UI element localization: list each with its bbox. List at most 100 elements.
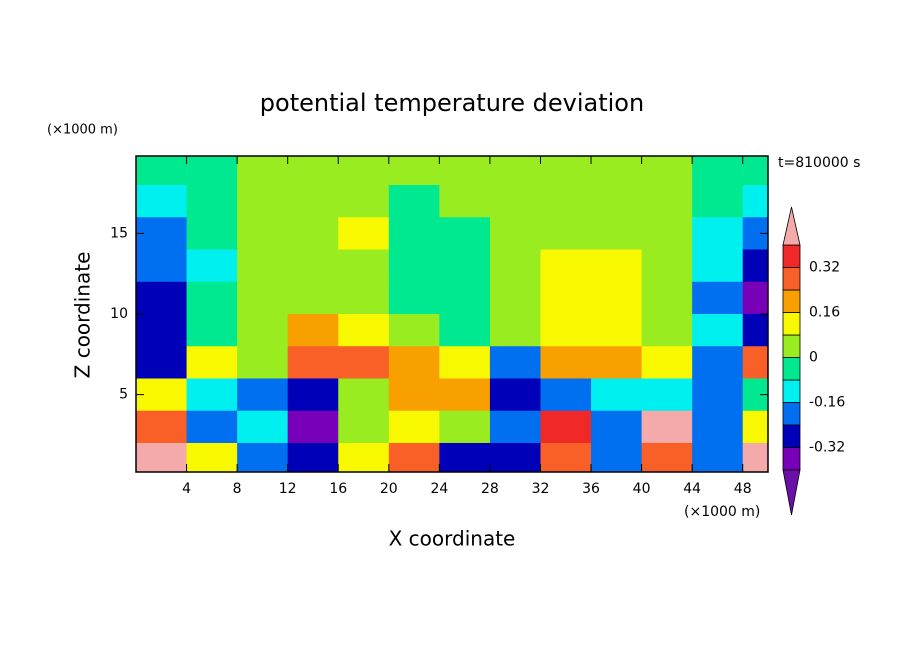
contour-cell [287,185,339,218]
colorbar-tick-label: 0 [809,350,818,366]
contour-cell [237,346,289,379]
contour-cell [287,156,339,186]
annotation: t=810000 s [778,155,860,171]
contour-cell [641,378,693,412]
contour-cell [489,249,541,283]
contour-cell [287,217,339,251]
contour-cell [237,185,289,218]
contour-cell [136,249,188,283]
contour-cell [591,217,643,251]
contour-cell [692,314,744,347]
y-unit: (×1000 m) [47,123,118,138]
x-tick-label: 36 [582,481,600,497]
contour-cell [136,185,188,218]
contour-cell [489,156,541,186]
contour-cell [338,185,390,218]
x-tick-label: 16 [329,481,347,497]
contour-cell [742,156,768,186]
contour-cell [489,217,541,251]
contour-cell [439,378,491,412]
contour-cell [287,346,339,379]
contour-cell [489,314,541,347]
contour-cell [237,378,289,412]
contour-cell [641,314,693,347]
contour-cell [388,442,440,472]
colorbar-upper-triangle [782,206,801,246]
contour-cell [186,410,238,444]
contour-cell [591,346,643,379]
colorbar-lower-triangle [782,469,801,516]
contour-cell [388,410,440,444]
colorbar-tick-label: -0.32 [809,440,845,456]
contour-cell [338,410,390,444]
contour-cell [641,217,693,251]
contour-cell [439,156,491,186]
contour-cell [287,378,339,412]
contour-cell [287,442,339,472]
contour-cell [136,281,188,315]
contour-cell [237,156,289,186]
contour-cell [540,346,592,379]
contour-cell [540,217,592,251]
x-tick-label: 8 [233,481,242,497]
contour-cell [742,185,768,218]
y-tick-label: 15 [110,225,128,241]
contour-cell [641,346,693,379]
x-tick-label: 48 [734,481,752,497]
contour-field [136,156,768,472]
x-tick-label: 20 [380,481,398,497]
colorbar-box [782,357,801,381]
contour-cell [540,410,592,444]
contour-cell [338,314,390,347]
contour-cell [591,281,643,315]
contour-cell [388,249,440,283]
contour-cell [338,281,390,315]
contour-cell [489,378,541,412]
y-tick-label: 10 [110,306,128,322]
x-tick-label: 32 [532,481,550,497]
contour-cell [692,281,744,315]
contour-cell [186,249,238,283]
contour-cell [540,249,592,283]
contour-cell [591,156,643,186]
contour-cell [692,442,744,472]
colorbar-box [782,312,801,336]
contour-cell [186,378,238,412]
contour-cell [388,346,440,379]
contour-cell [287,314,339,347]
colorbar-box [782,424,801,448]
y-tick-label: 5 [119,387,128,403]
contour-cell [237,442,289,472]
colorbar-box [782,402,801,426]
contour-cell [186,346,238,379]
contour-cell [742,281,768,315]
x-tick-label: 44 [683,481,701,497]
contour-cell [388,378,440,412]
contour-cell [186,185,238,218]
contour-cell [641,156,693,186]
contour-cell [489,346,541,379]
contour-cell [742,442,768,472]
contour-cell [237,314,289,347]
contour-cell [489,442,541,472]
contour-cell [439,185,491,218]
contour-cell [591,249,643,283]
contour-cell [186,281,238,315]
contour-cell [388,156,440,186]
colorbar-box [782,379,801,403]
contour-cell [237,281,289,315]
contour-cell [136,156,188,186]
contour-cell [338,346,390,379]
contour-cell [591,185,643,218]
contour-cell [692,217,744,251]
contour-cell [540,156,592,186]
contour-cell [742,249,768,283]
contour-cell [641,410,693,444]
contour-cell [136,442,188,472]
contour-cell [742,314,768,347]
contour-cell [388,185,440,218]
colorbar-box [782,334,801,358]
contour-cell [742,410,768,444]
y-axis-label: Z coordinate [71,252,95,379]
